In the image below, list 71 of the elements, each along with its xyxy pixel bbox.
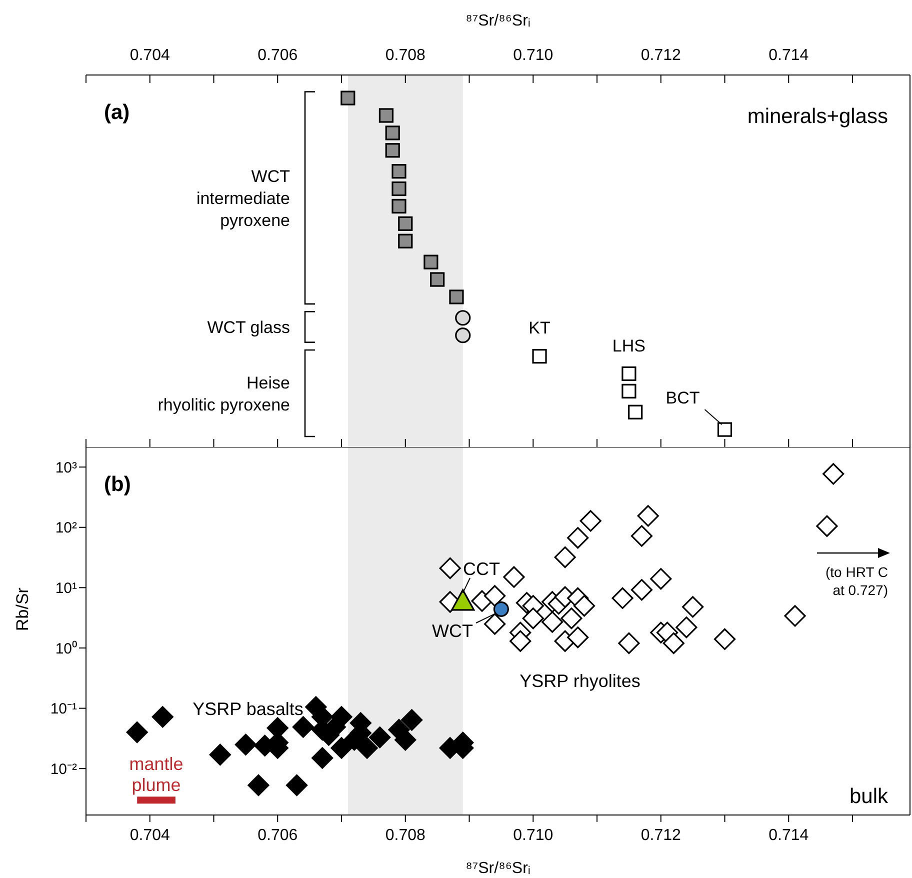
annotation: LHS: [612, 336, 646, 356]
point: [439, 557, 461, 580]
point: [385, 143, 400, 158]
point: [532, 348, 547, 364]
point: [400, 709, 423, 731]
point: [330, 737, 352, 759]
annotation: (b): [104, 473, 131, 496]
x-axis-title: ⁸⁷Sr/⁸⁶Srᵢ: [466, 12, 530, 30]
annotation: WCT intermediate pyroxene: [196, 166, 290, 230]
point: [209, 744, 231, 766]
annotation: KT: [528, 318, 550, 338]
point: [392, 198, 406, 214]
annotation: Heise rhyolitic pyroxene: [158, 373, 290, 414]
x-tick-label: 0.710: [513, 827, 554, 844]
point: [369, 726, 391, 748]
point: [234, 734, 256, 756]
y-tick-label: 10³: [55, 459, 77, 476]
x-tick-label: 0.704: [130, 47, 170, 64]
point: [622, 366, 636, 382]
y-tick-label: 10¹: [55, 580, 77, 597]
point: [510, 630, 532, 652]
annotation: BCT: [666, 388, 700, 408]
annotation: mantle plume: [129, 754, 184, 796]
point: [248, 774, 270, 796]
point: [455, 328, 471, 344]
point: [717, 422, 732, 437]
x-tick-label: 0.706: [258, 47, 298, 64]
annotation: minerals+glass: [747, 105, 888, 128]
point: [424, 254, 438, 270]
point: [493, 601, 509, 617]
point: [622, 384, 636, 398]
x-tick-label: 0.712: [640, 827, 681, 844]
point: [628, 404, 643, 420]
x-tick-label: 0.704: [130, 827, 170, 844]
point: [286, 774, 308, 796]
point: [385, 126, 400, 140]
point: [378, 108, 394, 123]
point: [398, 234, 413, 248]
point: [312, 747, 334, 769]
annotation: bulk: [849, 785, 888, 808]
x-tick-label: 0.708: [385, 827, 426, 844]
x-axis-title: ⁸⁷Sr/⁸⁶Srᵢ: [466, 860, 530, 877]
point: [392, 181, 406, 196]
legend-label: WCT: [432, 621, 474, 641]
series-label: YSRP rhyolites: [520, 671, 640, 691]
series-label: CCT: [463, 559, 500, 579]
y-axis-title: Rb/Sr: [13, 587, 32, 631]
y-tick-label: 10⁰: [55, 640, 77, 658]
point: [455, 310, 471, 326]
point: [392, 164, 406, 179]
point: [340, 90, 356, 106]
x-tick-label: 0.710: [513, 47, 554, 64]
x-tick-label: 0.714: [768, 827, 809, 844]
x-tick-label: 0.708: [385, 47, 426, 64]
point: [398, 216, 413, 231]
y-tick-label: 10⁻¹: [50, 700, 77, 718]
y-tick-label: 10⁻²: [50, 760, 77, 778]
annotation: (a): [104, 101, 130, 124]
point: [292, 716, 314, 738]
x-tick-label: 0.712: [640, 47, 681, 64]
x-tick-label: 0.714: [768, 47, 809, 64]
point: [126, 721, 148, 744]
annotation: WCT glass: [207, 318, 290, 337]
x-tick-label: 0.706: [258, 827, 298, 844]
y-tick-label: 10²: [55, 520, 77, 537]
annotation: (to HRT C at 0.727): [826, 564, 888, 598]
series-label: YSRP basalts: [192, 699, 304, 719]
point: [430, 272, 445, 287]
point: [449, 290, 464, 304]
point: [152, 706, 174, 728]
point: [356, 737, 378, 759]
